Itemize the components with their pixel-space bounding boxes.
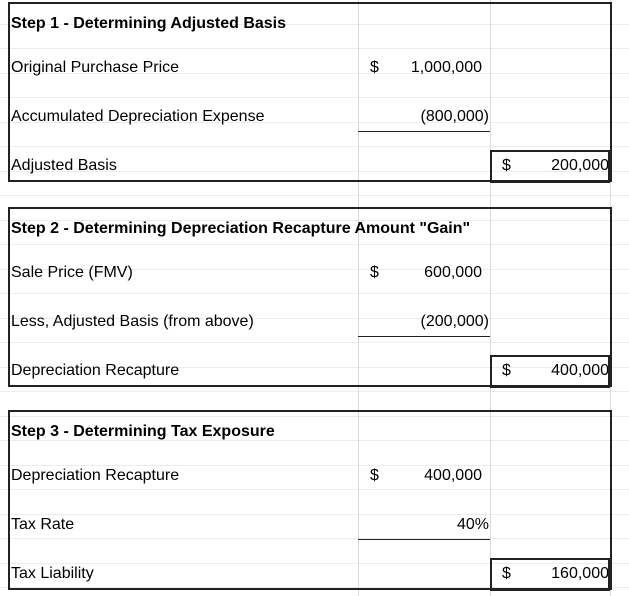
grid-line <box>490 0 491 596</box>
currency-symbol: $ <box>370 264 379 281</box>
row-label: Accumulated Depreciation Expense <box>11 108 265 125</box>
amount: 40% <box>456 516 489 533</box>
total-box <box>490 355 610 388</box>
row-label: Depreciation Recapture <box>11 467 180 484</box>
amount: 1,000,000 <box>410 59 482 76</box>
row-label: Adjusted Basis <box>11 157 117 174</box>
row-label: Sale Price (FMV) <box>11 264 133 281</box>
amount: 200,000 <box>551 157 609 174</box>
row-label: Original Purchase Price <box>11 59 180 76</box>
underline <box>358 131 490 132</box>
amount: 400,000 <box>424 467 482 484</box>
underline <box>358 539 490 540</box>
step-box <box>8 207 612 387</box>
currency-symbol: $ <box>370 467 379 484</box>
amount: 400,000 <box>551 362 609 379</box>
step-title: Step 2 - Determining Depreciation Recapt… <box>11 220 471 237</box>
amount: (200,000) <box>420 313 490 330</box>
row-label: Tax Liability <box>11 565 94 582</box>
row-label: Depreciation Recapture <box>11 362 180 379</box>
row-label: Less, Adjusted Basis (from above) <box>11 313 254 330</box>
row-label: Tax Rate <box>11 516 75 533</box>
grid-line <box>358 0 359 596</box>
currency-symbol: $ <box>370 59 379 76</box>
total-box <box>490 558 610 591</box>
currency-symbol: $ <box>502 362 511 379</box>
total-box <box>490 150 610 183</box>
currency-symbol: $ <box>502 565 511 582</box>
step-box <box>8 2 612 182</box>
amount: (800,000) <box>420 108 490 125</box>
amount: 160,000 <box>551 565 609 582</box>
step-title: Step 3 - Determining Tax Exposure <box>11 423 275 440</box>
currency-symbol: $ <box>502 157 511 174</box>
step-title: Step 1 - Determining Adjusted Basis <box>11 15 287 32</box>
underline <box>358 336 490 337</box>
amount: 600,000 <box>424 264 482 281</box>
step-box <box>8 410 612 590</box>
